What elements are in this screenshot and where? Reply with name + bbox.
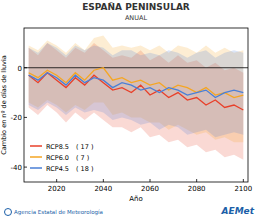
x-tick — [243, 179, 244, 182]
band — [29, 43, 244, 137]
legend-label: RCP8.5 — [46, 143, 69, 151]
plot-area — [24, 35, 248, 159]
band — [29, 43, 244, 160]
y-tick-label: -20 — [11, 114, 22, 122]
title: ESPAÑA PENINSULAR — [82, 2, 190, 12]
frame — [24, 28, 248, 182]
band — [29, 35, 244, 142]
y-tick-label: -40 — [11, 164, 22, 172]
x-tick-label: 2100 — [234, 185, 252, 193]
x-label: Año — [129, 195, 143, 203]
legend-swatch — [30, 145, 42, 147]
x-tick-label: 2080 — [188, 185, 206, 193]
y-tick — [24, 117, 27, 118]
x-tick — [150, 179, 151, 182]
legend-count: ( 17 ) — [76, 143, 93, 151]
chart: ESPAÑA PENINSULAR ANUAL -40 -20 0 2020 2040 206… — [0, 0, 260, 218]
legend-count: ( 7 ) — [76, 154, 89, 162]
subtitle: ANUAL — [125, 14, 148, 22]
reference-line — [24, 67, 248, 68]
y-tick — [24, 67, 27, 68]
x-tick-label: 2040 — [94, 185, 112, 193]
x-tick — [103, 179, 104, 182]
series-line — [29, 73, 244, 98]
legend-swatch — [30, 156, 42, 158]
source-icon — [5, 209, 12, 216]
y-tick — [24, 167, 27, 168]
x-tick-label: 2060 — [141, 185, 159, 193]
y-label: Cambio en nº de días de lluvia — [0, 55, 8, 154]
logo: AEMet — [221, 206, 255, 216]
legend-label: RCP4.5 — [46, 165, 69, 173]
x-tick — [196, 179, 197, 182]
x-tick — [56, 179, 57, 182]
legend-swatch — [30, 167, 42, 169]
source: Agencia Estatal de Meteorología — [14, 209, 103, 216]
legend-count: ( 18 ) — [76, 165, 93, 173]
x-tick-label: 2020 — [48, 185, 66, 193]
legend-label: RCP6.0 — [46, 154, 69, 162]
series-line — [29, 68, 244, 98]
y-tick-label: 0 — [18, 65, 22, 73]
